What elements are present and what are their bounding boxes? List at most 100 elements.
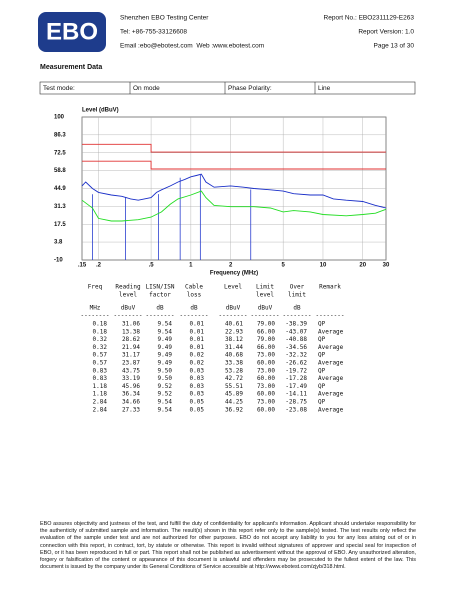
table-cell: 9.49 (158, 360, 173, 367)
table-cell: 36.92 (225, 406, 243, 413)
table-cell: Average (318, 344, 344, 351)
table-cell: Average (318, 391, 344, 398)
table-cell: Average (318, 360, 344, 367)
column-unit: MHz (90, 305, 101, 312)
table-cell: 73.00 (257, 367, 275, 374)
table-cell: QP (318, 399, 326, 406)
table-cell: 73.00 (257, 352, 275, 359)
y-tick-label: 86.3 (54, 132, 66, 138)
table-cell: 73.00 (257, 383, 275, 390)
column-title: Limit (256, 284, 274, 291)
table-cell: -43.07 (285, 328, 307, 335)
table-cell: 9.52 (158, 391, 173, 398)
table-cell: 60.00 (257, 391, 275, 398)
report-version: Report Version: 1.0 (358, 29, 414, 36)
tel: Tel: +86-755-33126608 (120, 29, 187, 36)
table-cell: 9.49 (158, 336, 173, 343)
table-cell: 79.00 (257, 321, 275, 328)
column-title: Freq (88, 284, 103, 291)
column-unit: dB (293, 305, 301, 312)
table-cell: 28.62 (122, 336, 140, 343)
column-title: level (256, 292, 274, 299)
table-cell: 0.05 (190, 406, 205, 413)
table-cell: 0.01 (190, 321, 205, 328)
table-cell: -14.11 (285, 391, 307, 398)
table-cell: -26.62 (285, 360, 307, 367)
table-cell: 9.50 (158, 375, 173, 382)
mode-cell: Phase Polarity: (228, 85, 272, 92)
x-tick-label: 10 (320, 263, 327, 269)
rule: -------- (251, 313, 280, 320)
table-cell: 0.03 (190, 383, 205, 390)
table-cell: 0.83 (93, 375, 108, 382)
table-cell: 45.96 (122, 383, 140, 390)
table-cell: 0.83 (93, 367, 108, 374)
table-cell: 60.00 (257, 375, 275, 382)
table-cell: 0.01 (190, 344, 205, 351)
table-cell: 0.02 (190, 352, 205, 359)
column-title: level (119, 292, 137, 299)
table-cell: 33.38 (225, 360, 243, 367)
table-cell: 9.49 (158, 352, 173, 359)
series-line (81, 173, 387, 209)
mode-table-border (39, 81, 416, 95)
rule: -------- (283, 313, 312, 320)
column-unit: dB (156, 305, 164, 312)
table-cell: 43.75 (122, 367, 140, 374)
table-cell: 44.25 (225, 399, 243, 406)
table-cell: 79.00 (257, 336, 275, 343)
table-cell: QP (318, 321, 326, 328)
rule: -------- (316, 313, 345, 320)
table-cell: QP (318, 336, 326, 343)
table-cell: 60.00 (257, 406, 275, 413)
table-cell: Average (318, 406, 344, 413)
table-cell: 33.19 (122, 375, 140, 382)
mode-cell: Line (318, 85, 331, 92)
column-title: LISN/ISN (146, 284, 175, 291)
table-cell: -34.56 (285, 344, 307, 351)
section-title: Measurement Data (40, 64, 102, 71)
table-cell: 31.17 (122, 352, 140, 359)
y-tick-label: 58.8 (54, 168, 66, 174)
y-tick-label: 44.9 (54, 186, 66, 192)
y-axis-label: Level (dBuV) (82, 108, 119, 114)
table-cell: 1.18 (93, 391, 108, 398)
column-title: factor (149, 292, 171, 299)
column-title: limit (288, 292, 306, 299)
x-axis-label: Frequency (MHz) (210, 271, 258, 277)
table-cell: 66.00 (257, 328, 275, 335)
table-cell: 9.54 (158, 321, 173, 328)
table-cell: 0.02 (190, 360, 205, 367)
table-cell: 9.54 (158, 406, 173, 413)
y-tick-label: 3.8 (54, 240, 63, 246)
contact: Email :ebo@ebotest.com Web :www.ebotest.… (120, 43, 264, 50)
page-number: Page 13 of 30 (374, 43, 415, 50)
rule: -------- (81, 313, 110, 320)
table-cell: Average (318, 375, 344, 382)
table-cell: 53.28 (225, 367, 243, 374)
table-cell: 0.32 (93, 344, 108, 351)
logo: EBO (46, 18, 98, 45)
table-cell: Average (318, 328, 344, 335)
disclaimer: EBO assures objectivity and justness of … (40, 521, 416, 571)
x-tick-label: 2 (229, 263, 233, 269)
table-cell: 0.03 (190, 375, 205, 382)
table-cell: -17.28 (285, 375, 307, 382)
table-cell: -19.72 (285, 367, 307, 374)
column-title: Over (290, 284, 305, 291)
table-cell: 0.32 (93, 336, 108, 343)
table-cell: 31.06 (122, 321, 140, 328)
x-tick-label: 20 (359, 263, 366, 269)
table-cell: 2.84 (93, 406, 108, 413)
series-line (81, 190, 387, 222)
column-title: Level (224, 284, 242, 291)
rule: -------- (146, 313, 175, 320)
series-line (82, 143, 386, 153)
table-cell: 13.38 (122, 328, 140, 335)
column-title: Remark (319, 284, 341, 291)
table-cell: 9.54 (158, 328, 173, 335)
y-tick-label: -10 (54, 258, 63, 264)
rule: -------- (114, 313, 143, 320)
